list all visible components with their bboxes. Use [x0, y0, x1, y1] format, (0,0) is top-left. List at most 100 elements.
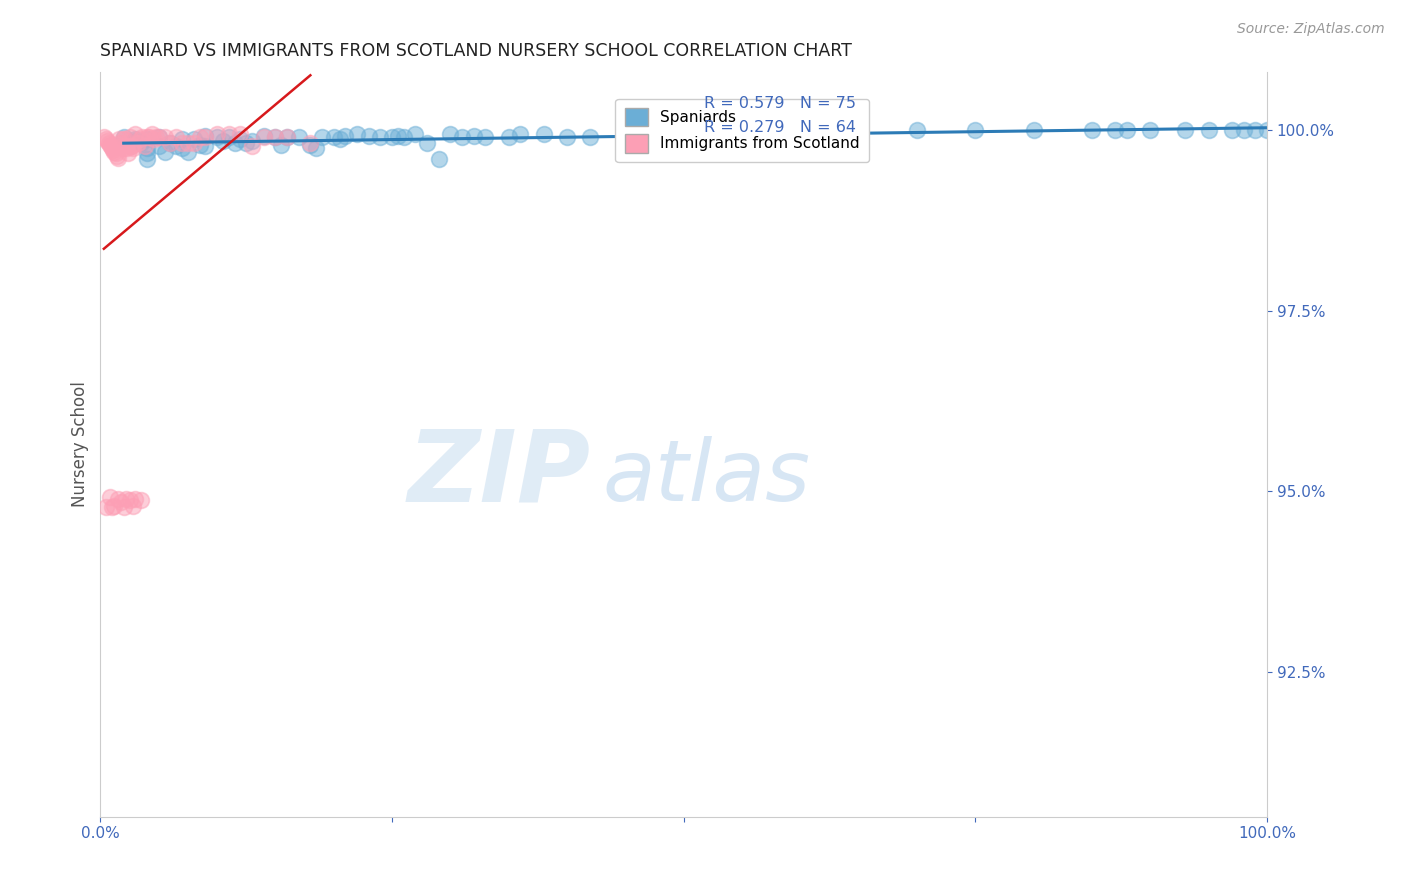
Point — [404, 127, 426, 141]
Point — [212, 134, 235, 148]
Point — [305, 141, 328, 155]
Point — [579, 130, 602, 145]
Point — [120, 139, 142, 153]
Point — [1081, 123, 1104, 137]
Point — [112, 130, 135, 145]
Point — [96, 500, 118, 515]
Point — [1022, 123, 1045, 137]
Point — [96, 134, 118, 148]
Point — [905, 123, 928, 137]
Point — [177, 136, 200, 151]
Point — [153, 145, 176, 159]
Point — [141, 127, 163, 141]
Point — [218, 130, 240, 145]
Point — [387, 128, 409, 143]
Point — [1256, 123, 1278, 137]
Point — [1104, 123, 1126, 137]
Point — [177, 145, 200, 159]
Point — [117, 146, 139, 161]
Point — [229, 132, 252, 146]
Point — [498, 130, 520, 145]
Point — [96, 132, 118, 146]
Point — [115, 491, 138, 506]
Point — [1233, 123, 1256, 137]
Point — [672, 128, 695, 143]
Point — [136, 146, 159, 161]
Point — [134, 139, 156, 153]
Point — [114, 132, 136, 146]
Point — [101, 141, 124, 155]
Point — [357, 128, 380, 143]
Point — [124, 127, 146, 141]
Point — [104, 146, 127, 161]
Point — [170, 136, 193, 151]
Point — [328, 132, 350, 146]
Point — [183, 136, 205, 151]
Point — [229, 127, 252, 141]
Point — [148, 130, 170, 145]
Point — [105, 148, 128, 162]
Point — [370, 130, 392, 145]
Point — [103, 144, 125, 158]
Text: R = 0.579   N = 75: R = 0.579 N = 75 — [703, 96, 855, 112]
Point — [111, 132, 134, 146]
Point — [533, 127, 555, 141]
Point — [98, 490, 121, 504]
Point — [159, 136, 181, 151]
Point — [136, 132, 159, 146]
Point — [148, 139, 170, 153]
Point — [107, 151, 129, 165]
Point — [165, 139, 187, 153]
Point — [115, 139, 138, 153]
Point — [183, 132, 205, 146]
Point — [98, 137, 121, 152]
Point — [218, 127, 240, 141]
Text: Source: ZipAtlas.com: Source: ZipAtlas.com — [1237, 22, 1385, 37]
Point — [509, 127, 531, 141]
Point — [136, 152, 159, 166]
Point — [276, 130, 298, 145]
Point — [439, 127, 461, 141]
Point — [122, 499, 145, 513]
Point — [240, 134, 263, 148]
Point — [194, 130, 217, 145]
Point — [1220, 123, 1243, 137]
Point — [270, 137, 292, 152]
Point — [112, 500, 135, 515]
Legend: Spaniards, Immigrants from Scotland: Spaniards, Immigrants from Scotland — [616, 99, 869, 162]
Point — [731, 123, 754, 137]
Point — [299, 137, 322, 152]
Point — [115, 141, 138, 155]
Point — [138, 130, 160, 145]
Point — [103, 499, 125, 513]
Point — [463, 128, 485, 143]
Point — [287, 130, 309, 145]
Point — [110, 495, 132, 509]
Point — [188, 130, 211, 145]
Point — [205, 127, 228, 141]
Point — [93, 130, 115, 145]
Point — [965, 123, 987, 137]
Point — [194, 139, 217, 153]
Point — [122, 141, 145, 155]
Point — [637, 128, 659, 143]
Point — [416, 136, 439, 151]
Point — [474, 130, 496, 145]
Point — [170, 132, 193, 146]
Point — [264, 130, 287, 145]
Point — [97, 136, 120, 151]
Point — [205, 130, 228, 145]
Point — [789, 127, 811, 141]
Point — [451, 130, 474, 145]
Point — [235, 136, 257, 151]
Point — [108, 136, 131, 151]
Point — [145, 130, 167, 145]
Point — [148, 130, 170, 145]
Point — [136, 130, 159, 145]
Point — [107, 491, 129, 506]
Point — [136, 141, 159, 155]
Point — [108, 132, 131, 146]
Point — [118, 493, 141, 508]
Text: SPANIARD VS IMMIGRANTS FROM SCOTLAND NURSERY SCHOOL CORRELATION CHART: SPANIARD VS IMMIGRANTS FROM SCOTLAND NUR… — [100, 42, 852, 60]
Point — [264, 130, 287, 145]
